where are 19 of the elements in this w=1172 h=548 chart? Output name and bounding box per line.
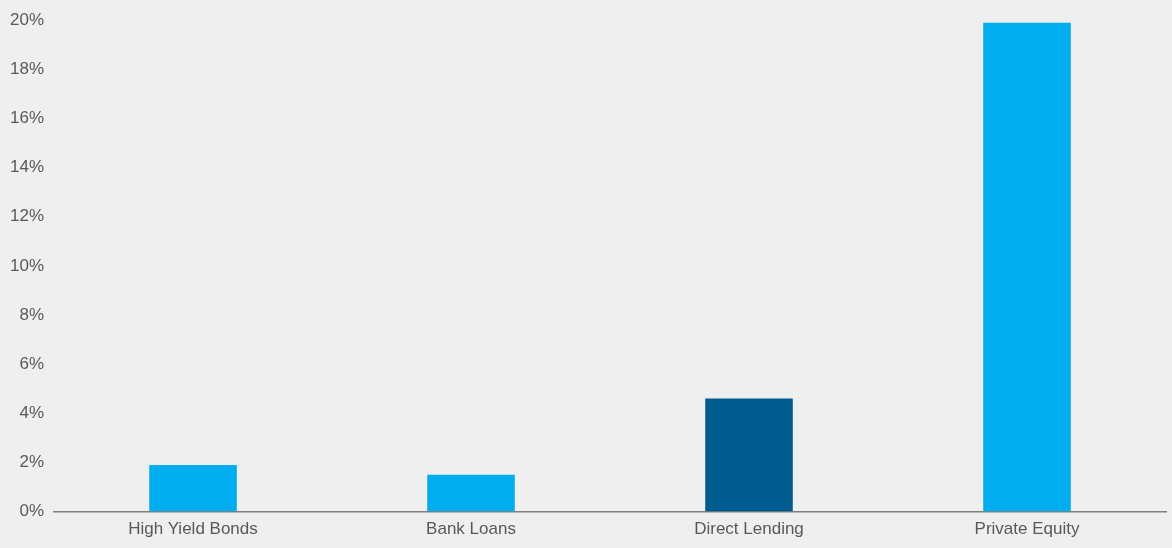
y-tick-label: 0% <box>19 501 45 521</box>
bar <box>983 22 1071 512</box>
bar <box>427 474 515 512</box>
x-tick-label: Private Equity <box>974 519 1080 539</box>
bar <box>149 464 237 512</box>
bar <box>705 398 793 512</box>
y-tick-label: 6% <box>19 353 45 373</box>
y-tick-label: 8% <box>19 304 45 324</box>
y-tick-label: 16% <box>9 108 45 128</box>
y-tick-label: 10% <box>9 255 45 275</box>
y-tick-label: 4% <box>19 403 45 423</box>
y-tick-label: 20% <box>9 9 45 29</box>
y-tick-label: 18% <box>9 59 45 79</box>
x-tick-label: High Yield Bonds <box>128 519 258 539</box>
y-tick-label: 12% <box>9 206 45 226</box>
y-tick-label: 2% <box>19 452 45 472</box>
y-tick-label: 14% <box>9 157 45 177</box>
x-tick-label: Bank Loans <box>426 519 516 539</box>
x-tick-label: Direct Lending <box>694 519 804 539</box>
